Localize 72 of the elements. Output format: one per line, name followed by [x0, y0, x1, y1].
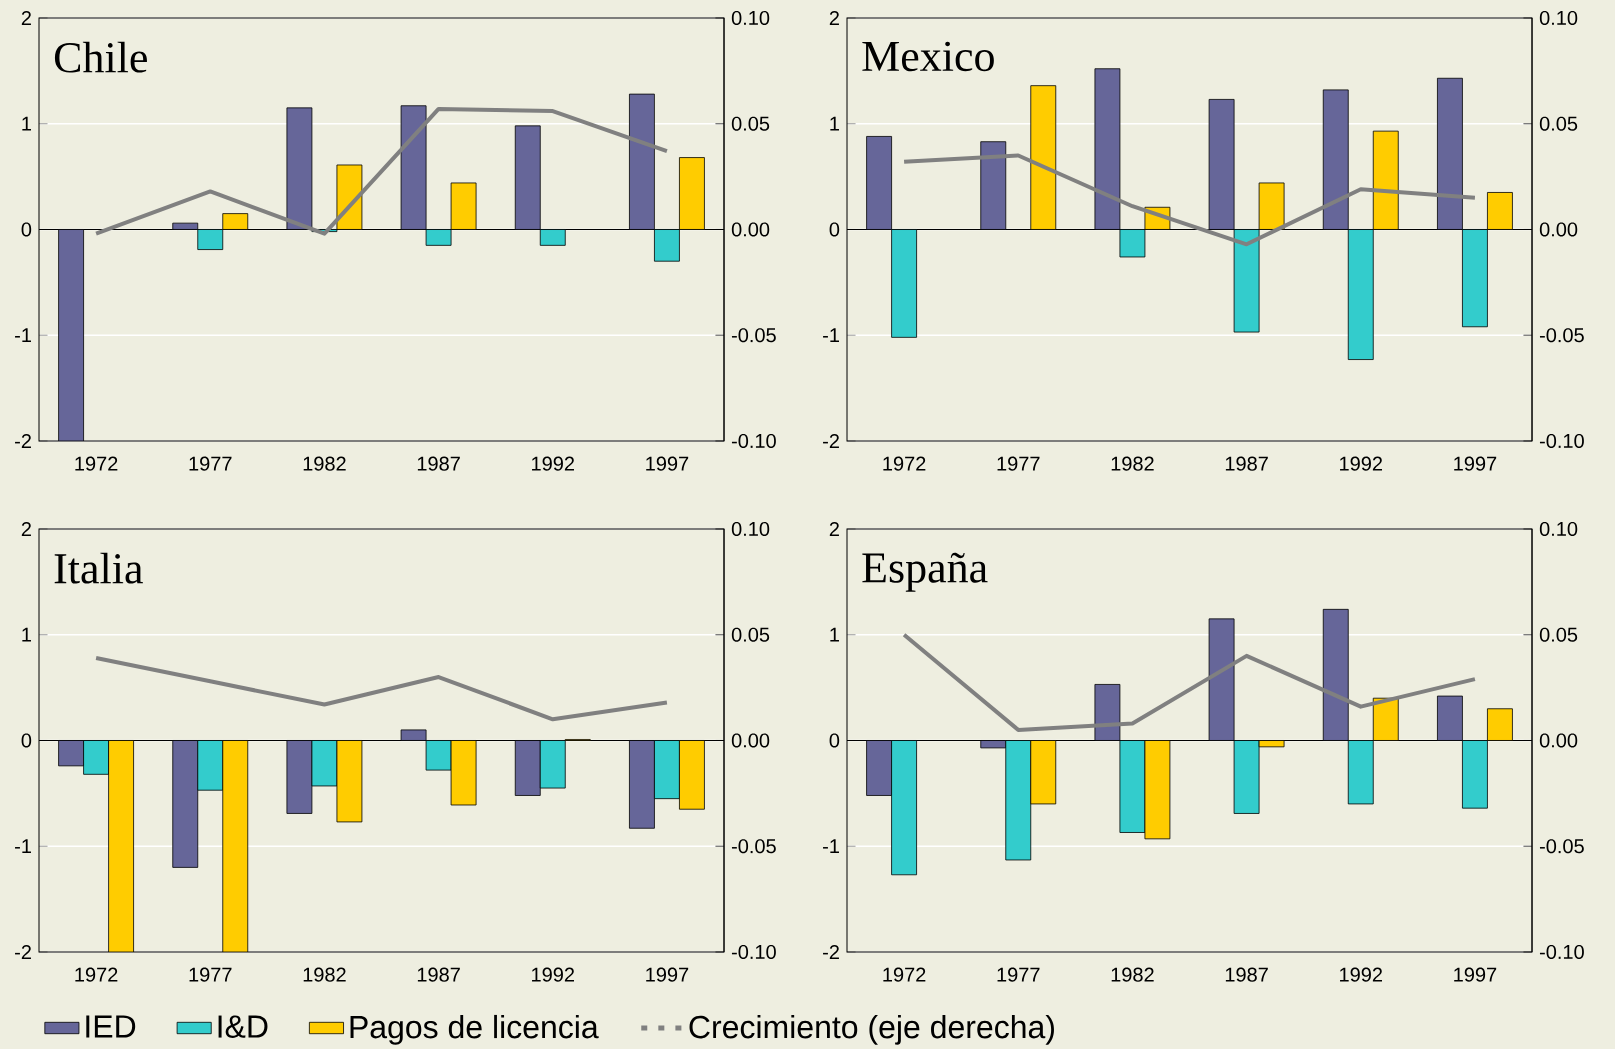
- y-tick-label: 2: [21, 10, 31, 25]
- chart-title: Italia: [54, 552, 143, 584]
- x-tick-label: 1982: [1111, 456, 1154, 471]
- y2-tick-label: -0.10: [731, 944, 776, 960]
- x-tick-label: 1992: [532, 967, 574, 982]
- legend-label: Pagos de licencia: [350, 1014, 599, 1045]
- y2-tick-label: 0.00: [731, 222, 770, 237]
- y-tick-label: -1: [823, 328, 839, 343]
- y2-tick-label: -0.05: [731, 839, 776, 854]
- y-tick-label: -1: [823, 839, 839, 854]
- y-tick-label: -2: [15, 944, 31, 959]
- y2-tick-label: 0.10: [731, 521, 770, 537]
- y2-tick-label: 0.05: [1539, 627, 1578, 642]
- x-tick-label: 1972: [75, 967, 118, 982]
- y2-tick-label: 0.00: [1539, 222, 1578, 237]
- x-tick-label: 1977: [189, 456, 232, 471]
- y-tick-label: -2: [823, 433, 839, 448]
- y2-tick-label: 0.10: [1539, 10, 1578, 26]
- y2-tick-label: -0.05: [1539, 328, 1584, 343]
- legend-label: Crecimiento (eje derecha): [689, 1014, 1054, 1045]
- y-tick-label: -1: [15, 839, 31, 854]
- y2-tick-label: 0.05: [731, 627, 770, 642]
- x-tick-label: 1987: [417, 456, 460, 471]
- x-tick-label: 1987: [417, 967, 460, 982]
- x-tick-label: 1992: [532, 456, 574, 471]
- y-tick-label: 1: [22, 627, 31, 642]
- y-tick-label: 2: [829, 521, 839, 536]
- y-tick-label: 0: [21, 733, 32, 748]
- x-tick-label: 1987: [1225, 456, 1268, 471]
- y-tick-label: 1: [830, 627, 839, 642]
- x-tick-label: 1987: [1225, 967, 1268, 982]
- x-tick-label: 1972: [883, 967, 926, 982]
- y-tick-label: -2: [15, 433, 31, 448]
- x-tick-label: 1997: [1454, 967, 1497, 982]
- y2-tick-label: 0.10: [731, 10, 770, 26]
- chart-title: España: [862, 552, 988, 592]
- x-tick-label: 1977: [997, 456, 1040, 471]
- y-tick-label: 0: [21, 222, 32, 237]
- y-tick-label: 2: [21, 521, 31, 536]
- x-tick-label: 1997: [1454, 456, 1497, 471]
- y2-tick-label: -0.10: [731, 433, 776, 449]
- legend-label: IED: [86, 1015, 136, 1038]
- y-tick-label: 1: [830, 116, 839, 131]
- y-tick-label: -2: [823, 944, 839, 959]
- y2-tick-label: 0.00: [1539, 733, 1578, 748]
- y2-tick-label: -0.05: [731, 328, 776, 343]
- y2-tick-label: 0.05: [731, 116, 770, 131]
- legend-label: I&D: [218, 1015, 268, 1038]
- y-tick-label: -1: [15, 328, 31, 343]
- y-tick-label: 0: [829, 733, 840, 748]
- y2-tick-label: 0.05: [1539, 116, 1578, 131]
- y2-tick-label: -0.10: [1539, 433, 1584, 449]
- x-tick-label: 1972: [883, 456, 926, 471]
- x-tick-label: 1992: [1340, 456, 1383, 471]
- y2-tick-label: -0.10: [1539, 944, 1584, 960]
- y-tick-label: 1: [22, 116, 31, 131]
- y-tick-label: 2: [829, 10, 839, 25]
- y2-tick-label: -0.05: [1539, 839, 1584, 854]
- x-tick-label: 1977: [189, 967, 232, 982]
- chart-title: Chile: [54, 41, 147, 73]
- x-tick-label: 1982: [303, 967, 346, 982]
- x-tick-label: 1972: [75, 456, 118, 471]
- x-tick-label: 1992: [1340, 967, 1382, 982]
- y-tick-label: 0: [829, 222, 840, 237]
- x-tick-label: 1977: [997, 967, 1040, 982]
- x-tick-label: 1997: [646, 967, 689, 982]
- y2-tick-label: 0.00: [731, 733, 770, 748]
- x-tick-label: 1982: [1111, 967, 1154, 982]
- x-tick-label: 1997: [646, 456, 689, 471]
- chart-title: Mexico: [862, 41, 994, 72]
- x-tick-label: 1982: [303, 456, 346, 471]
- y2-tick-label: 0.10: [1539, 521, 1578, 537]
